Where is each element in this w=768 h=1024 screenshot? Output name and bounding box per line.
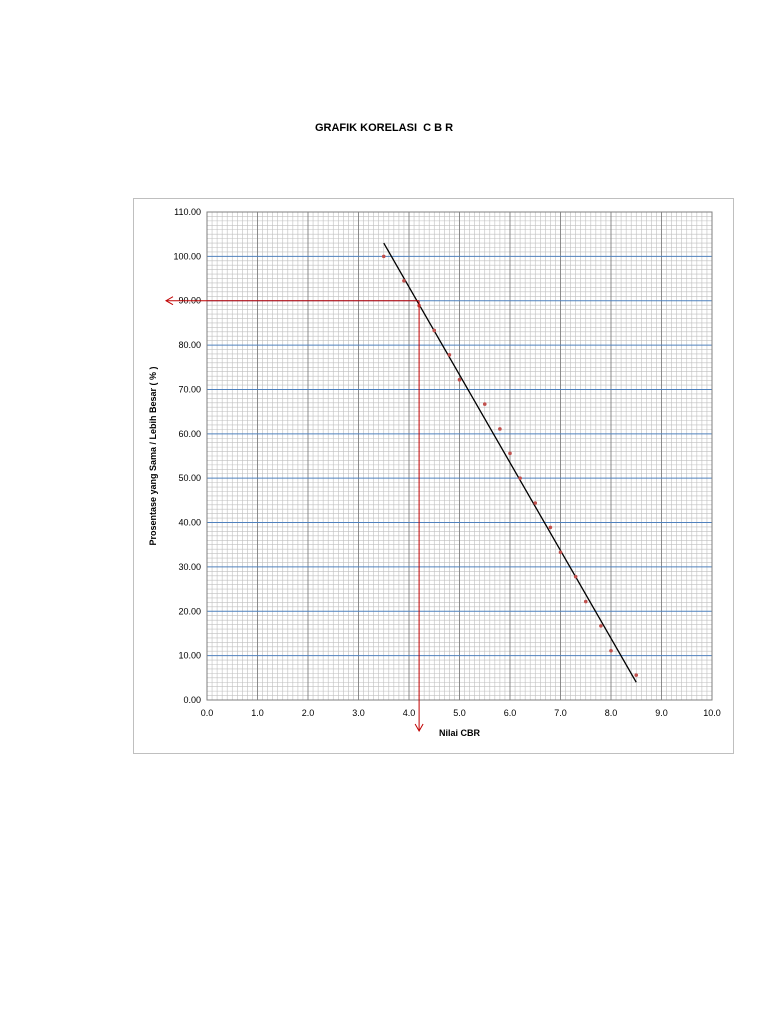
- data-point: [609, 648, 613, 653]
- x-tick-label: 5.0: [453, 708, 466, 718]
- data-point: [457, 377, 462, 382]
- plot-frame: [206, 211, 713, 701]
- x-tick-label: 2.0: [302, 708, 315, 718]
- x-axis-title: Nilai CBR: [439, 728, 481, 738]
- x-tick-label: 3.0: [352, 708, 365, 718]
- trend-line: [383, 242, 637, 683]
- y-tick-label: 80.00: [178, 340, 201, 350]
- data-point: [558, 550, 563, 555]
- x-tick-label: 9.0: [655, 708, 668, 718]
- chart-area: 0.0 1.0 2.0 3.0 4.0 5.0 6.0 7.0 8.0 9.0 10.0 0.00 10…: [133, 198, 734, 754]
- data-point: [599, 624, 603, 628]
- reference-arrowhead-left: [164, 296, 174, 306]
- y-tick-label: 70.00: [178, 384, 201, 394]
- data-point: [447, 353, 452, 357]
- chart-title: GRAFIK KORELASI C B R: [314, 122, 454, 134]
- x-tick-label: 8.0: [605, 708, 618, 718]
- data-point: [402, 278, 406, 283]
- data-point: [432, 328, 437, 333]
- reference-arrowhead-down: [414, 723, 424, 733]
- y-tick-label: 60.00: [178, 429, 201, 439]
- data-point: [482, 402, 487, 406]
- chart-plot: 0.0 1.0 2.0 3.0 4.0 5.0 6.0 7.0 8.0 9.0 10.0 0.00 10…: [148, 207, 721, 738]
- x-tick-label: 10.0: [703, 708, 721, 718]
- x-tick-label: 4.0: [403, 708, 416, 718]
- data-point: [548, 525, 553, 530]
- data-point: [508, 451, 512, 456]
- y-tick-label: 20.00: [178, 606, 201, 616]
- data-point: [634, 673, 639, 677]
- data-point: [498, 427, 502, 431]
- data-point: [573, 574, 578, 579]
- x-tick-label: 0.0: [201, 708, 214, 718]
- y-tick-label: 40.00: [178, 518, 201, 528]
- y-tick-label: 110.00: [174, 207, 201, 217]
- data-point: [381, 254, 386, 259]
- y-axis-title: Prosentase yang Sama / Lebih Besar ( % ): [148, 366, 158, 545]
- y-tick-label: 30.00: [178, 562, 201, 572]
- data-point: [583, 599, 588, 604]
- x-tick-label: 7.0: [554, 708, 567, 718]
- data-point: [533, 501, 538, 505]
- x-tick-label: 6.0: [504, 708, 517, 718]
- y-tick-label: 100.00: [173, 251, 201, 261]
- y-tick-label: 10.00: [178, 651, 201, 661]
- data-point: [518, 476, 522, 480]
- x-tick-label: 1.0: [251, 708, 264, 718]
- y-tick-label: 50.00: [178, 473, 201, 483]
- y-tick-label: 0.00: [183, 695, 201, 705]
